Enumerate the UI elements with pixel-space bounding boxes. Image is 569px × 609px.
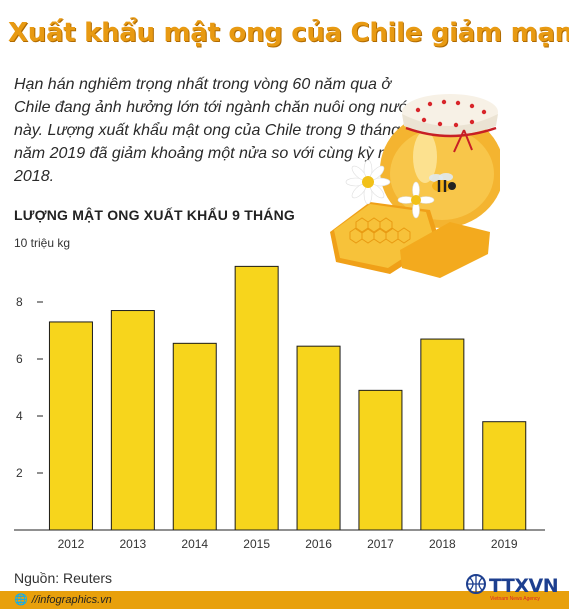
logo-subtitle: Vietnam News Agency: [490, 596, 540, 602]
honey-export-bar-chart: 10 triệu kg 2 4 6 8 2012 2013 2014 2015 2016 201…: [14, 236, 545, 551]
x-tick-label: 2018: [429, 537, 456, 551]
footer-link[interactable]: 🌐//infographics.vn: [14, 593, 112, 606]
bar-2012: [48, 321, 93, 531]
globe-icon: 🌐: [14, 594, 28, 606]
y-tick-label: 4: [16, 409, 23, 423]
chart-heading: LƯỢNG MẬT ONG XUẤT KHẨU 9 THÁNG: [14, 207, 295, 223]
bar-2013: [110, 310, 155, 531]
bar-2017: [358, 389, 403, 531]
y-tick-label: 6: [16, 352, 23, 366]
page-title: Xuất khẩu mật ong của Chile giảm mạnh: [8, 18, 569, 48]
bar-2015: [234, 265, 279, 531]
x-tick-label: 2019: [491, 537, 518, 551]
bar-2014: [172, 342, 217, 531]
source-note: Nguồn: Reuters: [14, 570, 113, 586]
x-tick-label: 2016: [305, 537, 332, 551]
y-tick-label: 2: [16, 466, 23, 480]
footer-bar: [0, 591, 569, 609]
x-tick-label: 2013: [119, 537, 146, 551]
x-tick-label: 2017: [367, 537, 394, 551]
footer-site-text: //infographics.vn: [31, 594, 112, 606]
bar-2016: [296, 345, 341, 531]
honey-jar-illustration: [330, 94, 500, 278]
x-tick-label: 2015: [243, 537, 270, 551]
bar-2019: [482, 421, 527, 531]
logo-wordmark: TTXVN: [489, 575, 558, 597]
ttxvn-logo: TTXVN Vietnam News Agency: [466, 574, 559, 602]
x-tick-label: 2012: [58, 537, 85, 551]
y-axis-unit-label: 10 triệu kg: [14, 236, 70, 250]
x-tick-label: 2014: [181, 537, 208, 551]
bar-2018: [420, 338, 465, 531]
y-tick-label: 8: [16, 295, 23, 309]
intro-paragraph: Hạn hán nghiêm trọng nhất trong vòng 60 …: [14, 76, 417, 185]
